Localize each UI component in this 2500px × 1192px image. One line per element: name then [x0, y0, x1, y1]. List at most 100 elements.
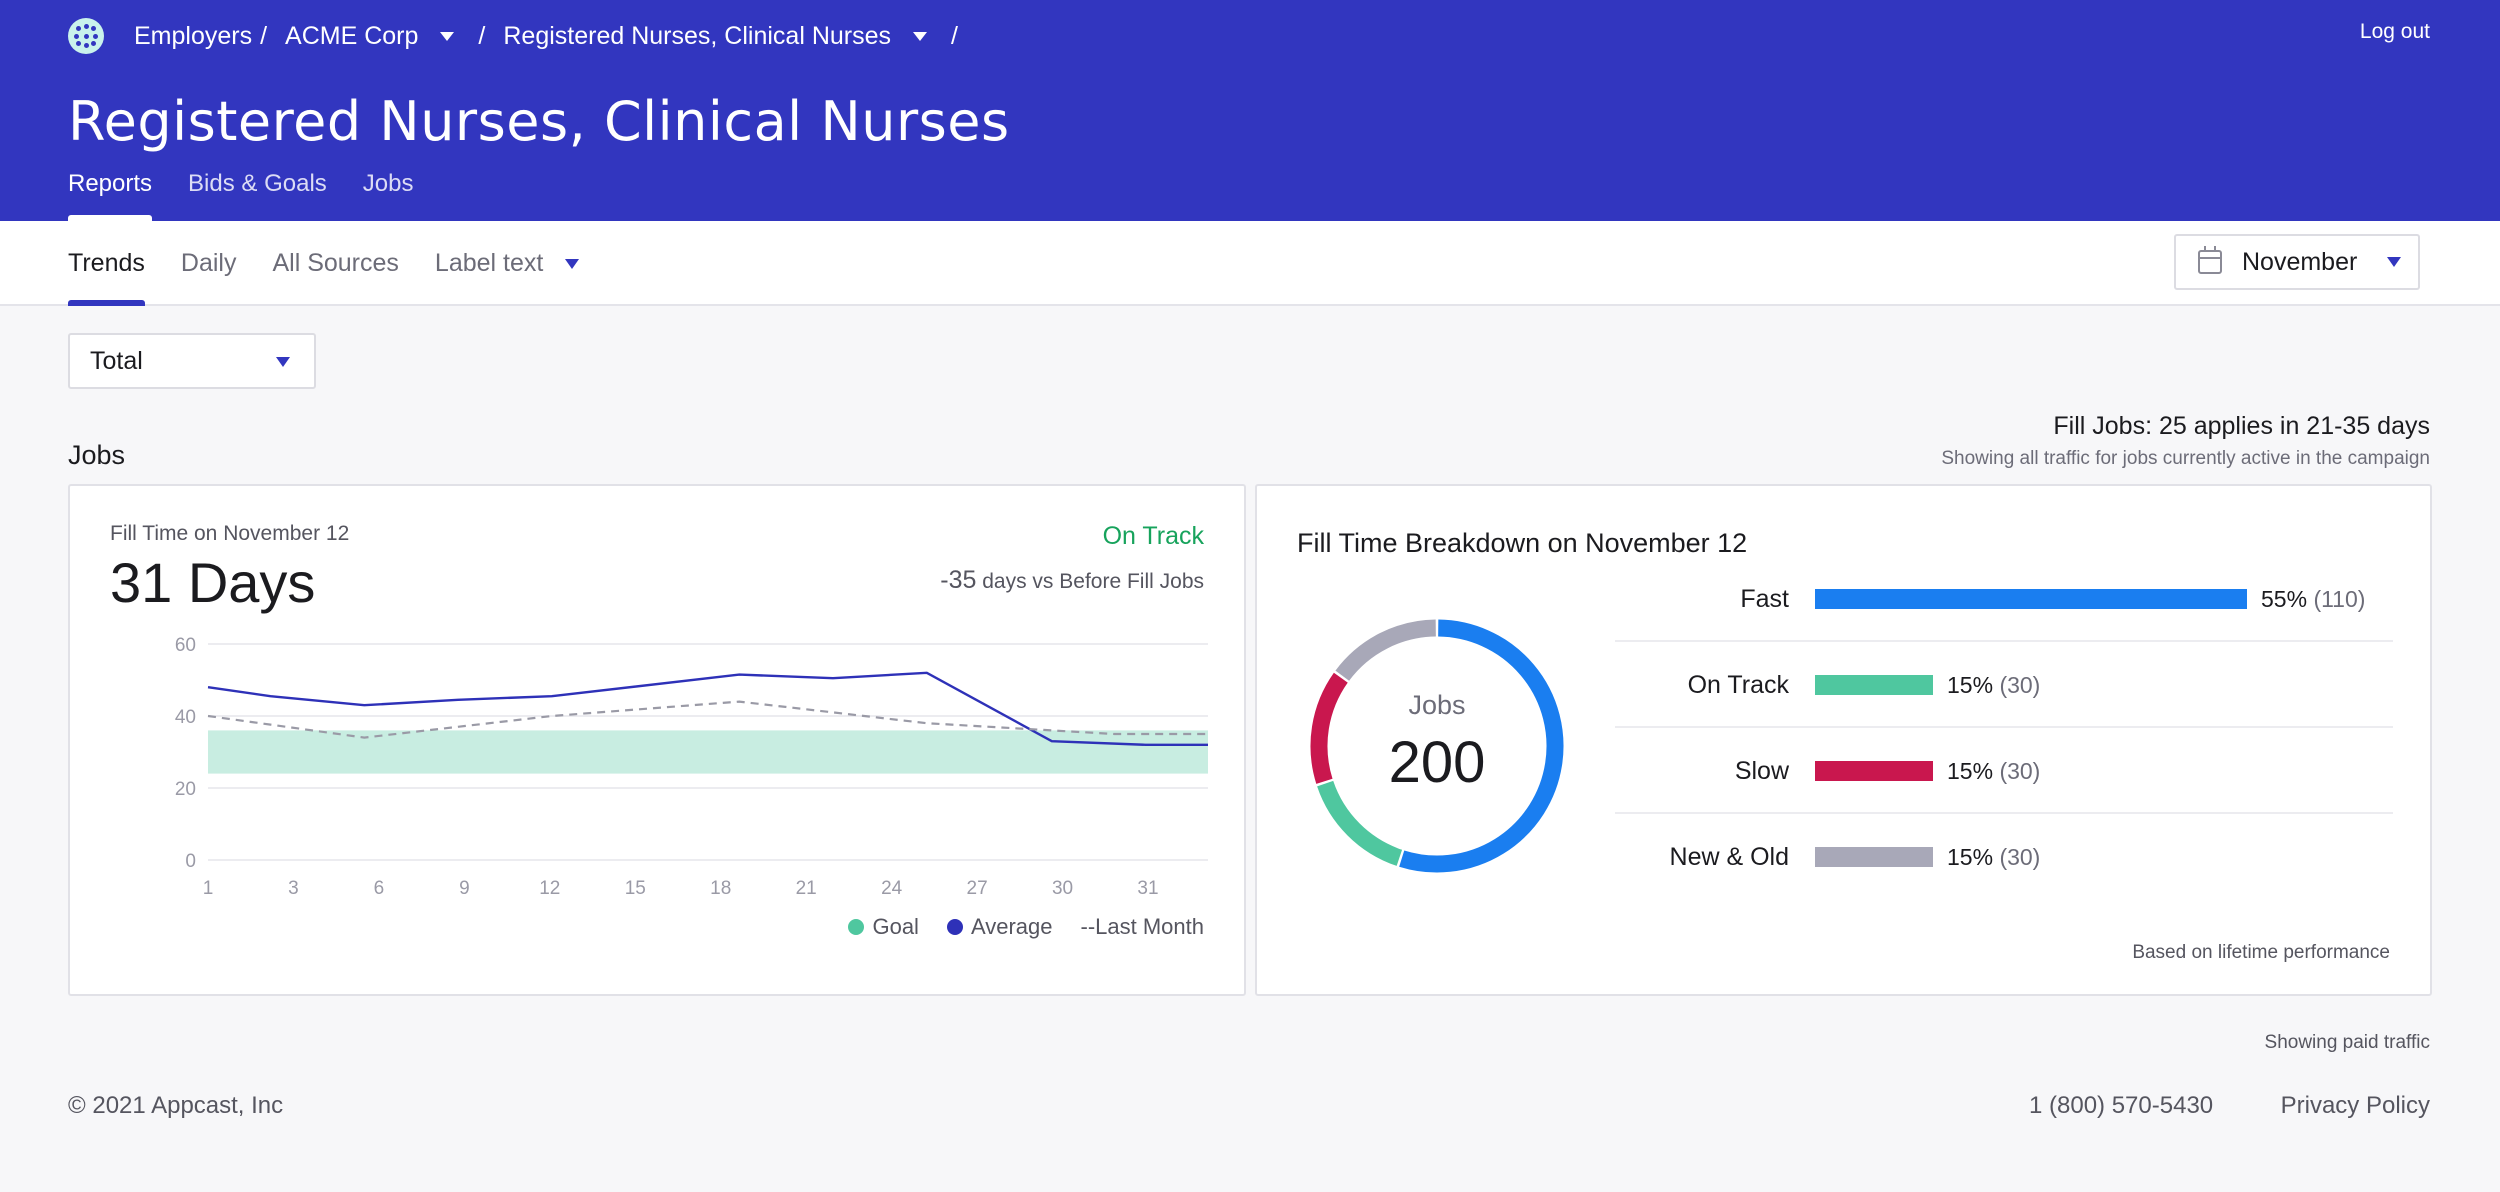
- tab-reports[interactable]: Reports: [68, 170, 153, 221]
- breadcrumb-label: ACME Corp: [285, 21, 419, 50]
- logo-dot: [83, 43, 89, 48]
- report-subnav: Trends Daily All Sources Label text Nove…: [0, 221, 2500, 306]
- breakdown-count: (30): [1999, 672, 2041, 698]
- breakdown-row: Slow 15% (30): [1615, 728, 2393, 814]
- breakdown-title: Fill Time Breakdown on November 12: [1297, 528, 1748, 558]
- legend-item: --Last Month: [1081, 914, 1205, 940]
- breakdown-bar: [1815, 847, 1933, 867]
- y-tick-label: 20: [175, 779, 196, 800]
- breadcrumb-separator: /: [951, 21, 958, 50]
- traffic-note: Showing paid traffic: [2264, 1032, 2430, 1053]
- series-line-last-month: [207, 700, 1208, 739]
- breakdown-count: (30): [1999, 844, 2041, 870]
- donut-slice-new-old: [1335, 619, 1437, 681]
- donut-slice-on-track: [1317, 780, 1403, 866]
- breadcrumb-label: Employers: [134, 21, 253, 50]
- chevron-down-icon: [2387, 257, 2402, 267]
- breakdown-percent: 55%: [2261, 586, 2314, 612]
- goal-band: [208, 730, 1208, 774]
- appcast-logo-icon[interactable]: [68, 18, 104, 54]
- chevron-down-icon: [913, 31, 928, 41]
- breakdown-row-label: New & Old: [1669, 843, 1789, 871]
- x-tick-label: 31: [1137, 878, 1158, 899]
- donut-slice-slow: [1310, 672, 1348, 784]
- footer-phone-link[interactable]: 1 (800) 570-5430: [2029, 1092, 2214, 1119]
- x-tick-label: 1: [203, 878, 214, 899]
- breakdown-count: (30): [1999, 758, 2041, 784]
- footer-privacy-link[interactable]: Privacy Policy: [2280, 1092, 2430, 1119]
- breadcrumb-employers[interactable]: Employers /: [134, 22, 285, 51]
- breakdown-row-label: Fast: [1740, 585, 1789, 613]
- breakdown-row: New & Old 15% (30): [1615, 814, 2393, 900]
- fill-jobs-subtitle: Showing all traffic for jobs currently a…: [1941, 448, 2430, 469]
- tab-jobs[interactable]: Jobs: [362, 170, 414, 197]
- total-select-value: Total: [90, 346, 143, 375]
- logo-dot: [74, 33, 79, 39]
- breadcrumb-campaign-select[interactable]: Registered Nurses, Clinical Nurses /: [503, 22, 976, 51]
- legend-item: Goal: [848, 914, 919, 940]
- app-header: Employers / ACME Corp / Registered Nurse…: [0, 0, 2500, 221]
- breadcrumb: Employers / ACME Corp / Registered Nurse…: [134, 18, 976, 54]
- jobs-donut-chart: [1310, 619, 1564, 873]
- footer-copyright: © 2021 Appcast, Inc: [68, 1092, 284, 1119]
- logo-dot: [93, 33, 98, 39]
- logo-dot: [91, 26, 96, 31]
- series-line-average: [207, 671, 1208, 746]
- y-tick-label: 40: [175, 707, 196, 728]
- breakdown-value: 15% (30): [1947, 642, 2040, 728]
- tab-label-text: Label text: [434, 249, 544, 277]
- tab-trends[interactable]: Trends: [68, 249, 145, 306]
- legend-label: Goal: [872, 914, 919, 939]
- logout-link[interactable]: Log out: [2359, 20, 2430, 43]
- breakdown-row-label: Slow: [1734, 757, 1789, 785]
- breakdown-row-label: On Track: [1687, 671, 1789, 699]
- donut-total: 200: [1388, 730, 1486, 795]
- x-tick-label: 21: [796, 878, 817, 899]
- donut-label: Jobs: [1408, 690, 1466, 720]
- x-tick-label: 27: [967, 878, 988, 899]
- breadcrumb-employer-select[interactable]: ACME Corp /: [285, 22, 503, 51]
- breakdown-count: (110): [2313, 586, 2366, 612]
- legend-label: Average: [970, 914, 1053, 939]
- x-tick-label: 12: [539, 878, 560, 899]
- legend-dot-icon: [848, 919, 865, 935]
- tab-bids-goals[interactable]: Bids & Goals: [188, 170, 327, 197]
- x-tick-label: 18: [710, 878, 731, 899]
- y-tick-label: 0: [185, 851, 196, 872]
- breakdown-bar: [1815, 675, 1933, 695]
- fill-time-label: Fill Time on November 12: [110, 522, 350, 545]
- donut-slice-fast: [1399, 619, 1564, 873]
- breakdown-row: Fast 55% (110): [1615, 556, 2393, 642]
- breakdown-percent: 15%: [1947, 672, 2000, 698]
- tab-all-sources[interactable]: All Sources: [272, 249, 399, 277]
- tab-daily[interactable]: Daily: [180, 249, 237, 277]
- legend-dot-icon: [946, 919, 963, 935]
- breadcrumb-separator: /: [260, 21, 268, 50]
- x-tick-label: 30: [1052, 878, 1073, 899]
- fill-time-breakdown-card: Fill Time Breakdown on November 12 Jobs …: [1255, 484, 2432, 996]
- breakdown-bar: [1815, 589, 2247, 609]
- month-select[interactable]: November: [2174, 234, 2420, 290]
- calendar-icon: [2198, 246, 2222, 274]
- month-select-value: November: [2242, 247, 2358, 276]
- breakdown-value: 55% (110): [2261, 556, 2365, 642]
- chevron-down-icon: [440, 31, 455, 41]
- total-select[interactable]: Total: [68, 333, 316, 389]
- comparison-number: -35: [940, 566, 977, 594]
- page-title: Registered Nurses, Clinical Nurses: [68, 90, 1010, 153]
- comparison-text: days vs Before Fill Jobs: [976, 570, 1204, 593]
- logo-dot: [83, 33, 89, 39]
- breakdown-percent: 15%: [1947, 844, 2000, 870]
- tab-label-dropdown[interactable]: Label text: [434, 249, 580, 306]
- section-title: Jobs: [68, 440, 126, 470]
- legend-label: --Last Month: [1080, 914, 1205, 939]
- breakdown-bar: [1815, 761, 1933, 781]
- fill-time-value: 31 Days: [110, 551, 316, 614]
- breadcrumb-separator: /: [478, 21, 486, 50]
- sub-tabs: Trends Daily All Sources Label text: [68, 249, 615, 306]
- chevron-down-icon: [565, 259, 580, 269]
- fill-time-comparison: -35 days vs Before Fill Jobs: [940, 566, 1204, 595]
- breakdown-value: 15% (30): [1947, 728, 2040, 814]
- x-tick-label: 15: [625, 878, 646, 899]
- breadcrumb-label: Registered Nurses, Clinical Nurses: [503, 21, 892, 50]
